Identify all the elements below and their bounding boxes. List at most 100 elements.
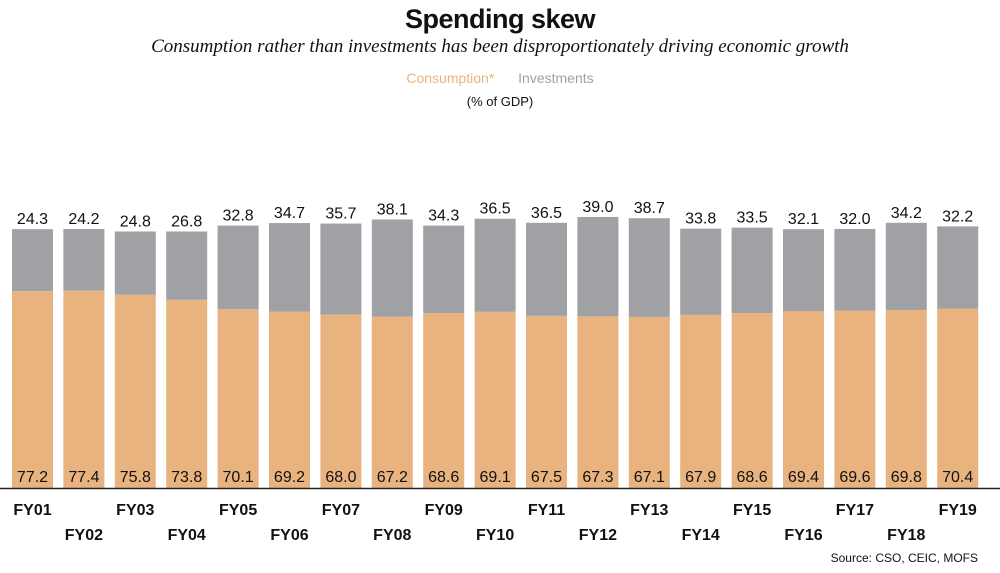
x-tick-fy02: FY02 <box>65 527 103 544</box>
bar-consumption-fy06 <box>269 311 310 488</box>
label-consumption-fy07: 68.0 <box>325 469 356 486</box>
bar-consumption-fy19 <box>937 308 979 488</box>
label-investments-fy03: 24.8 <box>120 213 151 230</box>
label-consumption-fy06: 69.2 <box>274 469 305 486</box>
label-consumption-fy12: 67.3 <box>582 469 613 486</box>
label-investments-fy09: 34.3 <box>428 208 459 225</box>
bar-consumption-fy12 <box>577 316 619 488</box>
label-consumption-fy10: 69.1 <box>480 469 511 486</box>
bar-consumption-fy07 <box>320 314 362 488</box>
bar-investments-fy03 <box>114 231 156 295</box>
legend: Consumption* Investments <box>0 70 1000 86</box>
label-investments-fy15: 33.5 <box>737 210 768 227</box>
x-tick-fy01: FY01 <box>13 502 51 519</box>
bar-investments-fy07 <box>320 223 362 315</box>
label-investments-fy17: 32.0 <box>839 211 870 228</box>
bar-consumption-fy01 <box>12 291 53 488</box>
label-consumption-fy11: 67.5 <box>531 469 562 486</box>
label-investments-fy18: 34.2 <box>891 205 922 222</box>
x-tick-fy11: FY11 <box>528 502 565 519</box>
label-investments-fy10: 36.5 <box>480 201 511 218</box>
x-tick-fy03: FY03 <box>116 502 154 519</box>
label-investments-fy14: 33.8 <box>685 211 716 228</box>
bar-investments-fy18 <box>885 222 927 311</box>
bar-investments-fy13 <box>628 218 670 317</box>
bar-consumption-fy13 <box>628 316 670 488</box>
label-investments-fy19: 32.2 <box>942 208 973 225</box>
bar-investments-fy05 <box>217 225 259 310</box>
bar-investments-fy02 <box>63 228 105 291</box>
x-tick-fy07: FY07 <box>322 502 360 519</box>
bar-consumption-fy08 <box>371 316 413 488</box>
bar-consumption-fy09 <box>423 313 465 488</box>
label-consumption-fy14: 67.9 <box>685 469 716 486</box>
label-consumption-fy03: 75.8 <box>120 469 151 486</box>
x-tick-fy04: FY04 <box>168 527 206 544</box>
x-tick-fy12: FY12 <box>579 527 617 544</box>
unit-label: (% of GDP) <box>466 94 534 109</box>
bar-investments-fy14 <box>680 228 722 315</box>
label-investments-fy16: 32.1 <box>788 211 819 228</box>
label-investments-fy07: 35.7 <box>325 206 356 223</box>
label-consumption-fy18: 69.8 <box>891 469 922 486</box>
label-consumption-fy13: 67.1 <box>634 469 665 486</box>
bar-consumption-fy18 <box>885 310 927 488</box>
label-consumption-fy05: 70.1 <box>223 469 254 486</box>
x-tick-fy13: FY13 <box>630 502 668 519</box>
label-investments-fy05: 32.8 <box>223 208 254 225</box>
x-tick-fy09: FY09 <box>425 502 463 519</box>
chart-title: Spending skew <box>404 4 596 34</box>
bar-investments-fy04 <box>166 231 208 300</box>
bar-investments-fy12 <box>577 216 619 317</box>
legend-consumption: Consumption* <box>406 70 495 86</box>
x-tick-fy10: FY10 <box>476 527 514 544</box>
bar-consumption-fy11 <box>526 315 567 488</box>
x-tick-fy16: FY16 <box>784 527 822 544</box>
label-consumption-fy02: 77.4 <box>68 469 99 486</box>
label-consumption-fy04: 73.8 <box>171 469 202 486</box>
label-investments-fy08: 38.1 <box>377 201 408 218</box>
label-consumption-fy17: 69.6 <box>839 469 870 486</box>
x-tick-fy18: FY18 <box>887 527 925 544</box>
bar-investments-fy15 <box>731 227 773 314</box>
label-investments-fy06: 34.7 <box>274 205 305 222</box>
bar-consumption-fy15 <box>731 313 773 488</box>
label-investments-fy11: 36.5 <box>531 205 562 222</box>
label-consumption-fy01: 77.2 <box>17 469 48 486</box>
bar-investments-fy11 <box>526 222 567 316</box>
bar-investments-fy17 <box>834 228 876 311</box>
bar-investments-fy06 <box>269 223 310 312</box>
x-tick-fy15: FY15 <box>733 502 771 519</box>
label-investments-fy04: 26.8 <box>171 213 202 230</box>
bar-investments-fy09 <box>423 225 465 314</box>
label-consumption-fy09: 68.6 <box>428 469 459 486</box>
label-investments-fy02: 24.2 <box>68 211 99 228</box>
bar-consumption-fy04 <box>166 299 208 488</box>
label-consumption-fy19: 70.4 <box>942 469 973 486</box>
bar-consumption-fy02 <box>63 290 105 488</box>
x-tick-fy19: FY19 <box>939 502 977 519</box>
bar-consumption-fy17 <box>834 310 876 488</box>
bar-investments-fy10 <box>474 218 516 312</box>
x-tick-fy08: FY08 <box>373 527 411 544</box>
label-consumption-fy15: 68.6 <box>737 469 768 486</box>
x-tick-fy06: FY06 <box>270 527 308 544</box>
bar-investments-fy08 <box>371 219 413 317</box>
bar-investments-fy16 <box>783 229 824 312</box>
label-investments-fy01: 24.3 <box>17 211 48 228</box>
legend-investments: Investments <box>518 70 594 86</box>
bar-investments-fy19 <box>937 226 979 309</box>
bar-consumption-fy14 <box>680 314 722 488</box>
label-consumption-fy16: 69.4 <box>788 469 819 486</box>
bar-consumption-fy03 <box>114 294 156 488</box>
bar-consumption-fy16 <box>783 311 824 488</box>
source-note: Source: CSO, CEIC, MOFS <box>830 551 978 565</box>
label-investments-fy13: 38.7 <box>634 200 665 217</box>
x-tick-fy05: FY05 <box>219 502 257 519</box>
label-consumption-fy08: 67.2 <box>377 469 408 486</box>
x-tick-fy17: FY17 <box>836 502 874 519</box>
x-tick-fy14: FY14 <box>682 527 720 544</box>
bar-consumption-fy05 <box>217 309 259 488</box>
chart-subtitle: Consumption rather than investments has … <box>151 36 849 57</box>
